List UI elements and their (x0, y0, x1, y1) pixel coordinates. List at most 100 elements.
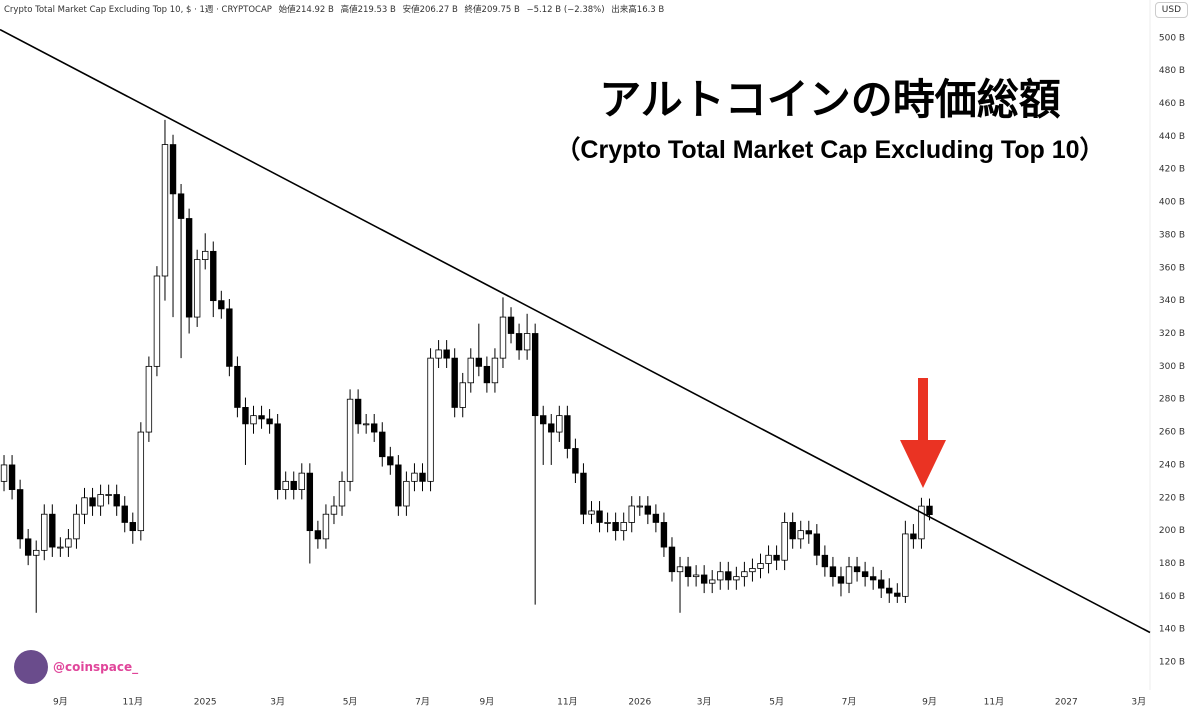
x-tick-label: 2026 (628, 698, 651, 708)
x-tick-label: 5月 (769, 697, 784, 708)
candle-body (113, 494, 120, 507)
candle-body (660, 522, 668, 548)
candle-body (821, 554, 829, 568)
candle-body (604, 522, 611, 524)
candle-body (725, 571, 732, 581)
candle-body (475, 357, 483, 367)
y-tick-label: 280 B (1159, 395, 1185, 405)
close: 終値209.75 B (464, 5, 520, 15)
candle-body (676, 566, 684, 573)
candle-body (813, 533, 821, 556)
y-tick-label: 160 B (1159, 592, 1185, 602)
candle-body (250, 415, 257, 425)
candle-body (781, 522, 788, 561)
candle-body (644, 505, 652, 515)
candle-body (387, 456, 394, 466)
candle-body (853, 566, 861, 573)
candle-body (451, 357, 458, 408)
candle-body (717, 571, 724, 581)
candle-body (161, 144, 169, 277)
y-tick-label: 360 B (1159, 263, 1185, 273)
candle-body (749, 568, 756, 573)
high: 高値219.53 B (340, 5, 396, 15)
y-tick-label: 240 B (1159, 460, 1185, 470)
change: −5.12 B (−2.38%) (526, 5, 605, 15)
candle-body (580, 472, 587, 515)
candle-body (709, 579, 716, 584)
candle-body (202, 250, 209, 260)
y-tick-label: 460 B (1159, 99, 1185, 109)
candle-body (314, 530, 322, 540)
volume: 出来高16.3 B (611, 5, 665, 15)
watermark-text: @coinspace_ (53, 660, 139, 674)
currency-button[interactable]: USD (1154, 2, 1188, 18)
candle-body (564, 415, 571, 449)
candle-body (540, 415, 547, 425)
candle-body (346, 398, 354, 482)
candle-body (258, 415, 265, 420)
y-tick-label: 220 B (1159, 493, 1185, 503)
y-tick-label: 400 B (1159, 198, 1185, 208)
candle-body (57, 546, 64, 549)
candle-body (145, 365, 153, 433)
y-tick-label: 480 B (1159, 66, 1185, 76)
candle-body (741, 571, 748, 578)
candle-body (49, 513, 56, 548)
candle-body (773, 554, 780, 561)
candle-body (902, 533, 909, 597)
candle-body (861, 571, 869, 578)
candle-body (226, 308, 233, 367)
avatar (14, 650, 48, 684)
candle-body (499, 316, 507, 359)
y-tick-label: 260 B (1159, 428, 1185, 438)
candle-body (507, 316, 515, 334)
candle-body (588, 510, 595, 515)
x-tick-label: 3月 (270, 697, 285, 708)
candle-body (234, 365, 241, 408)
candle-body (73, 513, 80, 540)
y-tick-label: 180 B (1159, 559, 1185, 569)
candle-body (612, 522, 619, 532)
candle-body (692, 574, 700, 578)
y-tick-label: 500 B (1159, 33, 1185, 43)
candle-body (628, 505, 635, 523)
candle-body (733, 576, 740, 581)
candle-body (411, 472, 418, 482)
x-tick-label: 2027 (1055, 698, 1078, 708)
candle-body (379, 431, 386, 458)
candle-body (33, 549, 40, 556)
candle-body (89, 497, 96, 507)
candle-body (403, 480, 410, 507)
candle-body (620, 522, 627, 532)
x-tick-label: 5月 (343, 697, 358, 708)
candle-body (483, 365, 491, 384)
candle-body (684, 566, 692, 578)
candle-body (129, 522, 136, 532)
candle-body (395, 464, 402, 507)
candle-body (218, 300, 225, 310)
trendline (0, 28, 1151, 634)
candle-body (837, 576, 845, 584)
candle-body (636, 505, 643, 508)
candle-body (878, 579, 885, 589)
candle-body (24, 538, 32, 556)
candle-body (886, 587, 893, 594)
candle-body (338, 480, 346, 507)
x-tick-label: 7月 (415, 697, 430, 708)
candle-body (765, 554, 772, 564)
arrow (900, 378, 946, 488)
candle-body (459, 382, 466, 408)
candle-body (668, 546, 676, 573)
header: Crypto Total Market Cap Excluding Top 10… (4, 3, 668, 15)
y-tick-label: 420 B (1159, 165, 1185, 175)
open: 始値214.92 B (278, 5, 334, 15)
candle-body (193, 259, 201, 318)
candle-body (467, 357, 474, 384)
candle-body (926, 505, 933, 516)
candle-body (210, 250, 217, 302)
candle-body (65, 538, 72, 548)
candle-body (137, 431, 145, 532)
candle-body (330, 505, 338, 515)
